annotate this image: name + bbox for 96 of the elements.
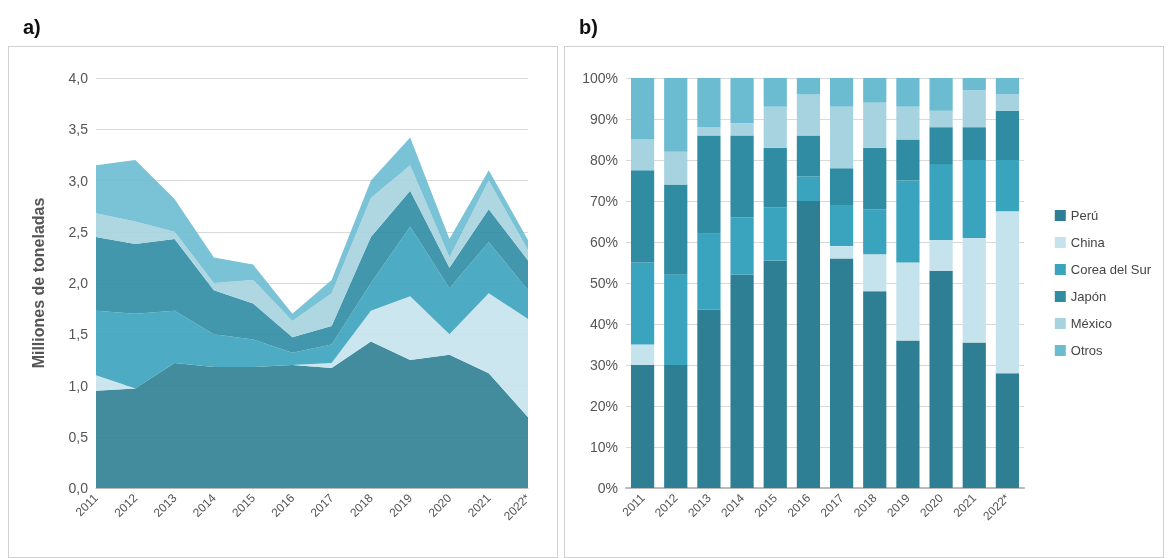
bar: [829, 168, 854, 206]
bar: [863, 291, 887, 488]
bar: [829, 205, 854, 247]
bar: [829, 106, 854, 169]
bar: [929, 127, 953, 165]
bar: [796, 176, 821, 201]
y-tick-label: 0%: [597, 480, 618, 496]
bar: [962, 127, 986, 160]
bar: [896, 106, 920, 140]
legend-label: Corea del Sur: [1070, 262, 1152, 277]
bar: [796, 201, 821, 488]
bar: [929, 110, 953, 128]
bar: [896, 340, 920, 488]
bar: [896, 78, 920, 107]
legend-label: México: [1070, 316, 1112, 331]
bar: [829, 258, 854, 488]
bar: [995, 373, 1020, 488]
y-tick-label: 50%: [589, 275, 618, 291]
bar: [896, 262, 920, 341]
bar: [995, 160, 1020, 212]
bar: [697, 127, 721, 136]
bar: [995, 211, 1020, 374]
y-tick-label: 1,0: [68, 377, 89, 394]
bar: [962, 90, 986, 128]
bar: [630, 365, 655, 488]
bar: [796, 94, 821, 136]
bar: [763, 106, 787, 148]
y-tick-label: 30%: [589, 357, 618, 373]
bar: [664, 151, 688, 185]
bar: [929, 270, 953, 488]
y-tick-label: 2,5: [68, 223, 89, 240]
y-tick-label: 3,5: [68, 121, 89, 138]
bar: [995, 110, 1020, 160]
bar: [730, 123, 754, 136]
y-tick-label: 40%: [589, 316, 618, 332]
bar: [630, 78, 655, 140]
bar: [995, 78, 1020, 95]
bar: [730, 135, 754, 218]
y-tick-label: 0,0: [68, 480, 89, 496]
y-tick-label: 20%: [589, 398, 618, 414]
bar: [863, 78, 887, 103]
bar: [630, 170, 655, 263]
bar: [863, 209, 887, 255]
bar: [796, 78, 821, 95]
bar: [730, 217, 754, 275]
legend-label: Perú: [1070, 208, 1099, 223]
bar: [929, 164, 953, 240]
bar: [896, 139, 920, 181]
bar: [829, 78, 854, 107]
bar: [730, 274, 754, 488]
chart-title: a): [23, 16, 41, 38]
bar: [697, 135, 721, 234]
bar: [730, 78, 754, 124]
bar: [664, 274, 688, 365]
bar: [697, 78, 721, 128]
bar: [664, 78, 688, 152]
y-tick-label: 0,5: [68, 428, 89, 445]
y-tick-label: 60%: [589, 234, 618, 250]
y-tick-label: 10%: [589, 439, 618, 455]
y-tick-label: 100%: [582, 70, 618, 86]
y-tick-label: 3,0: [68, 172, 89, 189]
bar: [929, 239, 953, 271]
bar: [697, 233, 721, 310]
bar: [962, 160, 986, 238]
bar: [896, 180, 920, 263]
bar: [863, 102, 887, 148]
bar: [863, 254, 887, 292]
bar: [829, 246, 854, 259]
bar: [630, 344, 655, 365]
bar: [664, 184, 688, 275]
bar: [763, 207, 787, 261]
bar: [863, 147, 887, 210]
bar: [630, 262, 655, 345]
y-tick-label: 1,5: [68, 326, 89, 343]
bar: [995, 94, 1020, 111]
y-tick-label: 2,0: [68, 275, 89, 291]
legend-label: Otros: [1070, 343, 1104, 358]
bar: [697, 309, 721, 488]
bar: [763, 78, 787, 107]
y-tick-label: 4,0: [68, 70, 89, 86]
bar: [962, 237, 986, 343]
legend-label: Japón: [1070, 289, 1107, 304]
bar: [763, 260, 787, 488]
bar: [796, 135, 821, 177]
chart-title: b): [579, 16, 598, 38]
y-tick-label: 80%: [589, 152, 618, 168]
y-tick-label: 70%: [589, 193, 618, 209]
legend-label: China: [1070, 235, 1106, 250]
y-axis-title: Milliones de toneladas: [29, 197, 47, 369]
bar: [630, 139, 655, 171]
bar: [664, 365, 688, 488]
bar: [929, 78, 953, 111]
bar: [763, 147, 787, 208]
bar: [962, 342, 986, 488]
bar: [962, 78, 986, 91]
y-tick-label: 90%: [589, 111, 618, 127]
